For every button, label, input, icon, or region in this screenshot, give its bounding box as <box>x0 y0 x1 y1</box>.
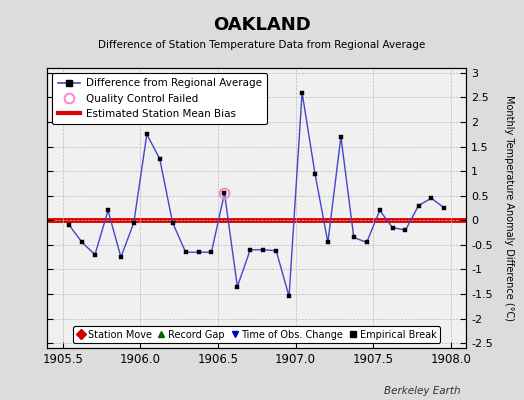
Text: Berkeley Earth: Berkeley Earth <box>385 386 461 396</box>
Text: Difference of Station Temperature Data from Regional Average: Difference of Station Temperature Data f… <box>99 40 425 50</box>
Legend: Station Move, Record Gap, Time of Obs. Change, Empirical Break: Station Move, Record Gap, Time of Obs. C… <box>73 326 440 344</box>
Y-axis label: Monthly Temperature Anomaly Difference (°C): Monthly Temperature Anomaly Difference (… <box>504 95 514 321</box>
Text: OAKLAND: OAKLAND <box>213 16 311 34</box>
